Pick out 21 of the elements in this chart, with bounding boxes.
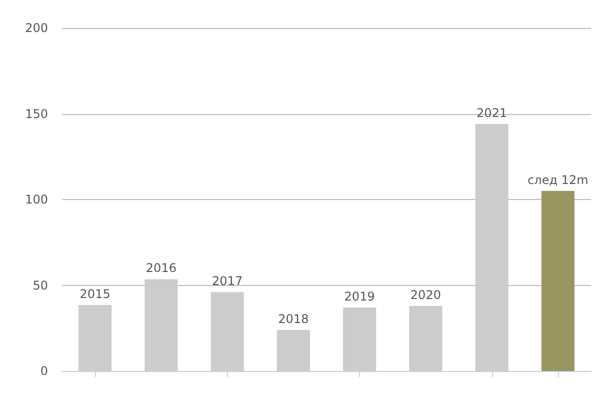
bar: [144, 279, 178, 371]
bar: [210, 292, 244, 371]
bar: [475, 124, 508, 371]
bar: [541, 190, 574, 371]
x-tick-label: 2020: [410, 288, 441, 302]
y-tick-label: 200: [25, 21, 48, 35]
x-tick-label: след 12m: [528, 172, 588, 187]
x-tick-label: 2021: [476, 106, 508, 120]
y-tick-label: 50: [32, 278, 48, 292]
y-tick-label: 150: [25, 106, 48, 121]
x-tick-label: 2018: [278, 312, 309, 326]
x-tick-label: 2016: [146, 261, 176, 276]
y-tick-label: 0: [40, 364, 48, 378]
bar: [409, 306, 442, 371]
bar: [343, 308, 376, 371]
x-tick-label: 2015: [80, 286, 110, 301]
y-tick-label: 100: [25, 192, 48, 206]
x-tick-label: 2017: [212, 274, 243, 288]
x-tick-label: 2019: [344, 290, 375, 304]
bar: [276, 330, 310, 371]
bar: [78, 304, 112, 371]
